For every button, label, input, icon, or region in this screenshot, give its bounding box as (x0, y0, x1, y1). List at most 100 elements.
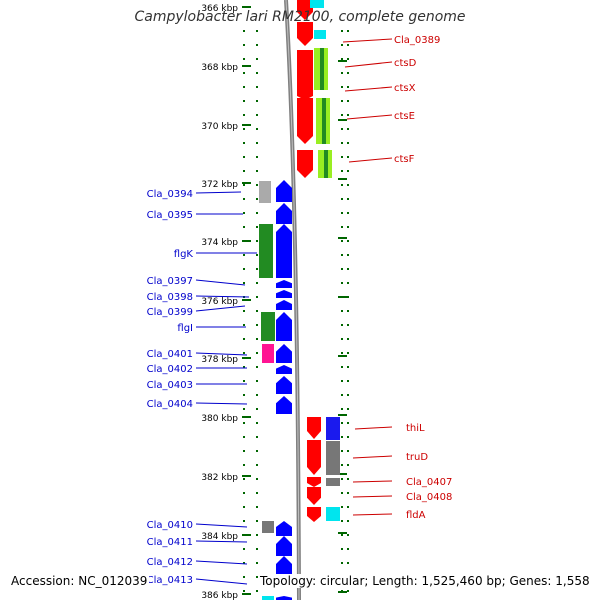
inner-left-tick (243, 72, 245, 74)
inner-right-tick (347, 450, 349, 452)
ruler-major-tick (338, 532, 347, 534)
cog-box (262, 344, 274, 363)
inner-right-tick (347, 520, 349, 522)
inner-right-tick (347, 534, 349, 536)
inner-left-tick (256, 268, 258, 270)
inner-right-tick (341, 492, 343, 494)
inner-left-tick (243, 436, 245, 438)
inner-left-tick (243, 142, 245, 144)
inner-right-tick (341, 310, 343, 312)
ruler-major-tick (338, 60, 347, 62)
ruler-major-tick (338, 237, 347, 239)
inner-left-tick (243, 576, 245, 578)
inner-right-tick (347, 408, 349, 410)
inner-left-tick (243, 310, 245, 312)
inner-right-tick (347, 156, 349, 158)
ruler-major-tick (242, 65, 251, 67)
ruler-major-tick (242, 593, 251, 595)
right-gene-label: fldA (406, 510, 426, 521)
ruler-major-tick (242, 357, 251, 359)
cog-box (259, 181, 271, 203)
inner-left-tick (243, 324, 245, 326)
inner-right-tick (347, 226, 349, 228)
inner-right-tick (341, 170, 343, 172)
left-gene-leader-line (195, 523, 248, 528)
right-gene-label: Cla_0408 (406, 492, 452, 503)
forward-gene-arrow (276, 536, 292, 556)
ruler-label: 372 kbp (201, 180, 238, 190)
right-gene-leader-line (352, 513, 393, 516)
inner-right-tick (347, 338, 349, 340)
inner-left-tick (256, 170, 258, 172)
inner-right-tick (341, 548, 343, 550)
ruler-label: 378 kbp (201, 355, 238, 365)
genome-backbone-highlight (285, 0, 300, 600)
inner-right-tick (347, 44, 349, 46)
forward-gene-arrow (276, 203, 292, 224)
left-gene-leader-line (195, 540, 248, 543)
cog-box (262, 596, 274, 600)
ruler-label: 382 kbp (201, 473, 238, 483)
inner-right-tick (341, 366, 343, 368)
inner-left-tick (243, 58, 245, 60)
inner-left-tick (256, 548, 258, 550)
inner-left-tick (256, 576, 258, 578)
ruler-label: 366 kbp (201, 4, 238, 14)
inner-left-tick (256, 436, 258, 438)
inner-right-tick (341, 240, 343, 242)
left-gene-leader-line (195, 295, 250, 298)
inner-right-tick (347, 562, 349, 564)
inner-right-tick (341, 478, 343, 480)
inner-left-tick (243, 464, 245, 466)
inner-right-tick (347, 436, 349, 438)
inner-left-tick (243, 562, 245, 564)
inner-left-tick (243, 548, 245, 550)
inner-right-tick (341, 58, 343, 60)
inner-right-tick (341, 464, 343, 466)
inner-left-tick (243, 30, 245, 32)
reverse-gene-arrow (307, 507, 321, 522)
left-gene-label: Cla_0411 (147, 537, 193, 548)
inner-left-tick (256, 282, 258, 284)
inner-left-tick (243, 44, 245, 46)
right-gene-leader-line (344, 61, 393, 68)
reverse-gene-arrow (297, 98, 313, 144)
forward-gene-arrow (276, 280, 292, 288)
inner-left-tick (243, 100, 245, 102)
inner-left-tick (243, 212, 245, 214)
ruler-major-tick (338, 414, 347, 416)
inner-right-tick (347, 590, 349, 592)
inner-right-tick (341, 380, 343, 382)
inner-left-tick (256, 338, 258, 340)
forward-gene-arrow (276, 596, 292, 600)
cog-box (326, 417, 340, 440)
inner-left-tick (256, 44, 258, 46)
inner-right-tick (347, 282, 349, 284)
left-gene-label: Cla_0402 (147, 364, 193, 375)
inner-left-tick (243, 338, 245, 340)
forward-gene-arrow (276, 312, 292, 341)
inner-left-tick (256, 184, 258, 186)
right-gene-leader-line (342, 38, 393, 43)
right-gene-label: ctsE (394, 111, 415, 122)
ruler-major-tick (242, 416, 251, 418)
inner-left-tick (256, 226, 258, 228)
inner-left-tick (256, 254, 258, 256)
inner-left-tick (256, 30, 258, 32)
left-gene-leader-line (195, 191, 242, 194)
left-gene-label: Cla_0397 (147, 276, 193, 287)
inner-right-tick (347, 100, 349, 102)
forward-gene-arrow (276, 224, 292, 278)
ruler-major-tick (242, 124, 251, 126)
inner-right-tick (341, 226, 343, 228)
inner-left-tick (243, 422, 245, 424)
ruler-label: 386 kbp (201, 591, 238, 600)
inner-left-tick (256, 380, 258, 382)
inner-left-tick (243, 268, 245, 270)
inner-right-tick (341, 282, 343, 284)
inner-left-tick (256, 520, 258, 522)
inner-left-tick (243, 198, 245, 200)
left-gene-leader-line (195, 560, 248, 565)
inner-left-tick (243, 156, 245, 158)
ruler-major-tick (338, 355, 347, 357)
